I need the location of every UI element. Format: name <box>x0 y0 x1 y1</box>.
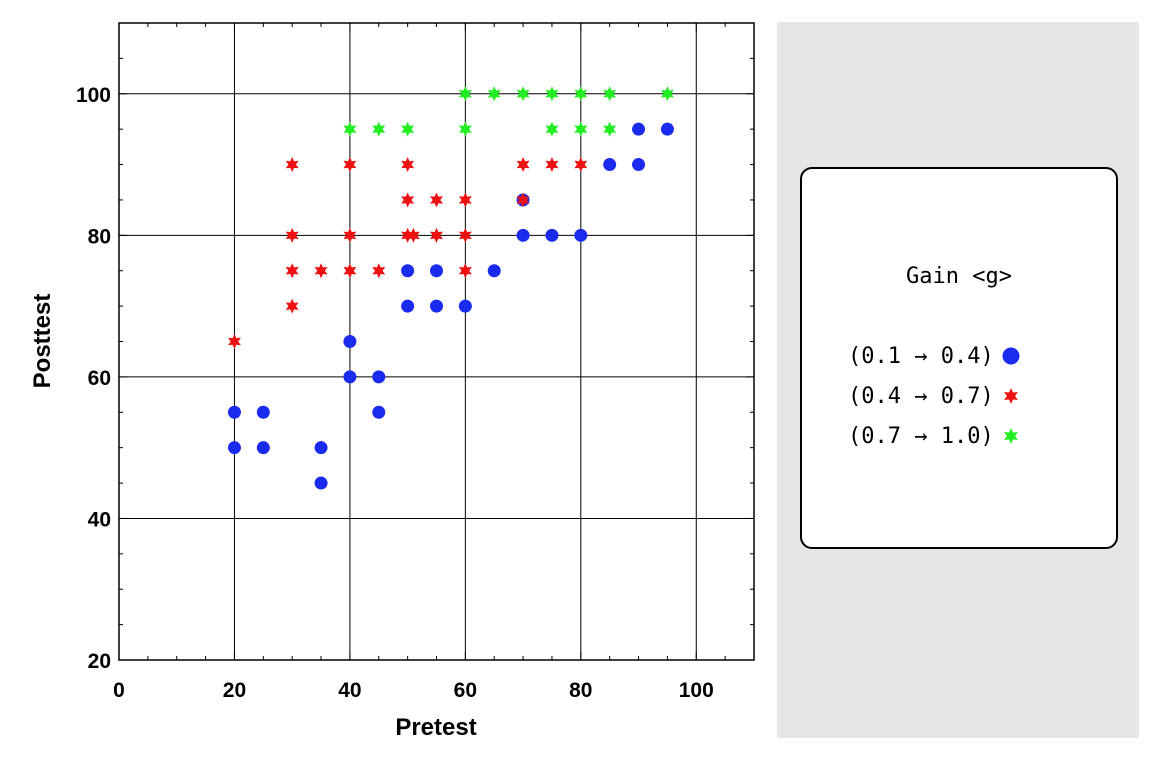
data-point-circle <box>574 228 588 242</box>
data-point-star <box>285 157 299 173</box>
data-point-circle <box>430 264 443 278</box>
x-tick-label: 80 <box>569 679 592 702</box>
data-point-star <box>458 86 472 102</box>
data-point-star <box>458 227 472 243</box>
data-point-circle <box>314 476 328 490</box>
data-point-star <box>574 86 588 102</box>
data-point-star <box>343 157 357 173</box>
data-point-star <box>406 227 420 243</box>
data-point-star <box>227 334 241 349</box>
data-point-circle <box>487 264 501 278</box>
star-marker-icon <box>1003 388 1018 404</box>
data-point-star <box>314 263 328 279</box>
data-point-star <box>545 86 559 102</box>
data-point-circle <box>314 441 328 455</box>
data-point-circle <box>401 264 415 278</box>
x-tick-label: 0 <box>113 679 125 702</box>
data-point-circle <box>343 335 357 348</box>
data-point-star <box>574 121 588 137</box>
data-point-circle <box>545 228 559 242</box>
data-point-circle <box>372 370 386 384</box>
legend-box: Gain <g> (0.1 → 0.4) (0.4 → 0.7) (0.7 → … <box>800 167 1118 549</box>
data-point-star <box>372 263 386 279</box>
x-axis-label: Pretest <box>395 714 476 741</box>
circle-marker-icon <box>1002 347 1020 365</box>
data-point-circle <box>256 441 270 455</box>
data-point-star <box>430 192 443 208</box>
data-point-circle <box>632 158 646 172</box>
legend-label: (0.7 → 1.0) <box>848 423 994 449</box>
data-point-circle <box>227 441 241 455</box>
data-point-circle <box>256 405 270 419</box>
data-point-star <box>603 121 617 137</box>
y-axis-label: Posttest <box>29 294 56 389</box>
data-point-star <box>401 192 415 208</box>
data-point-star <box>430 227 443 243</box>
star-marker-icon <box>1003 428 1018 444</box>
data-point-star <box>343 227 357 243</box>
data-point-star <box>603 86 617 102</box>
data-point-star <box>285 263 299 279</box>
data-point-star <box>545 121 559 137</box>
data-point-star <box>516 192 530 208</box>
data-point-circle <box>401 299 415 313</box>
data-point-circle <box>458 299 472 313</box>
data-point-circle <box>603 158 617 172</box>
data-point-star <box>401 157 415 173</box>
data-point-circle <box>660 122 674 136</box>
legend-title: Gain <g> <box>906 264 1012 289</box>
y-tick-label: 20 <box>88 650 111 673</box>
x-tick-label: 60 <box>454 679 477 702</box>
y-tick-label: 80 <box>88 225 111 248</box>
data-point-star <box>458 121 472 137</box>
data-point-star <box>285 227 299 243</box>
data-point-circle <box>343 370 357 384</box>
data-point-star <box>458 263 472 279</box>
x-tick-label: 40 <box>338 679 361 702</box>
legend-label: (0.4 → 0.7) <box>848 383 994 409</box>
data-point-star <box>401 121 415 137</box>
x-tick-label: 100 <box>679 679 714 702</box>
data-point-star <box>285 298 299 314</box>
data-point-circle <box>516 228 530 242</box>
y-tick-label: 40 <box>88 508 111 531</box>
data-point-star <box>458 192 472 208</box>
data-point-star <box>343 263 357 279</box>
legend-item-high-gain: (0.7 → 1.0) <box>848 421 1022 451</box>
data-point-star <box>516 86 530 102</box>
data-point-circle <box>372 405 386 419</box>
data-point-star <box>372 121 386 137</box>
data-point-star <box>487 86 501 102</box>
data-point-star <box>343 121 357 137</box>
data-point-star <box>660 86 674 102</box>
legend-item-low-gain: (0.1 → 0.4) <box>848 341 1022 371</box>
data-point-star <box>516 157 530 173</box>
data-point-circle <box>632 122 646 136</box>
data-point-star <box>574 157 588 173</box>
y-tick-label: 60 <box>88 367 111 390</box>
x-tick-label: 20 <box>223 679 246 702</box>
data-point-star <box>401 227 415 243</box>
data-point-circle <box>227 405 241 419</box>
data-point-star <box>545 157 559 173</box>
plot-area-frame <box>118 22 755 661</box>
data-point-circle <box>430 299 443 313</box>
legend-item-medium-gain: (0.4 → 0.7) <box>848 381 1022 411</box>
legend-label: (0.1 → 0.4) <box>848 343 994 369</box>
y-tick-label: 100 <box>76 84 111 107</box>
